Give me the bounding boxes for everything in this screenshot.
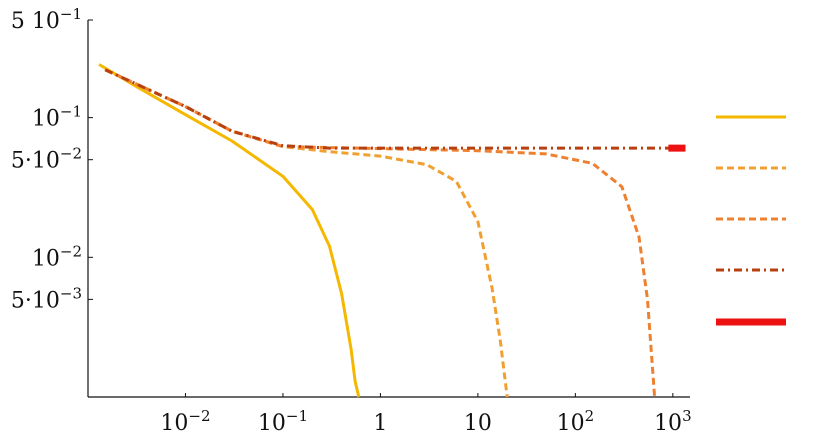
y-tick-base: 10 [32,246,60,271]
x-tick-label: 103 [654,407,692,436]
x-tick-label: 10−2 [160,407,210,436]
y-tick-exponent: −3 [60,284,82,302]
y-tick-label: 5·10−3 [11,284,82,313]
y-tick-base: 10 [32,107,60,132]
y-tick-exponent: −2 [60,242,82,260]
x-tick-exponent: 3 [682,407,692,425]
axes [87,20,690,398]
y-tick-base: 5·10 [11,149,60,174]
x-tick-base: 10 [557,411,585,436]
y-tick-base: 5·10 [11,288,60,313]
x-tick-base: 10 [258,411,286,436]
x-tick-label: 102 [557,407,595,436]
x-tick-exponent: −1 [286,407,308,425]
x-tick-label: 1 [373,411,387,436]
x-tick-base: 1 [373,411,387,436]
series-line-1 [98,63,361,398]
x-tick-base: 10 [160,411,188,436]
y-tick-exponent: −2 [60,145,82,163]
x-tick-label: 10−1 [258,407,308,436]
y-tick-label: 5 10−1 [11,5,82,34]
y-tick-label: 10−2 [32,242,82,271]
x-tick-label: 10 [464,411,492,436]
x-tick-base: 10 [464,411,492,436]
x-tick-exponent: 2 [585,407,595,425]
y-tick-label: 10−1 [32,103,82,132]
y-tick-exponent: −1 [60,5,82,23]
series-line-3 [104,68,657,398]
y-tick-exponent: −1 [60,103,82,121]
legend [716,115,786,326]
y-tick-label: 5·10−2 [11,145,82,174]
x-tick-exponent: −2 [188,407,210,425]
series-line-4 [104,68,673,150]
series-line-2 [104,68,509,398]
series-layer [98,63,686,398]
x-tick-base: 10 [654,411,682,436]
y-tick-base: 5 10 [11,9,60,34]
